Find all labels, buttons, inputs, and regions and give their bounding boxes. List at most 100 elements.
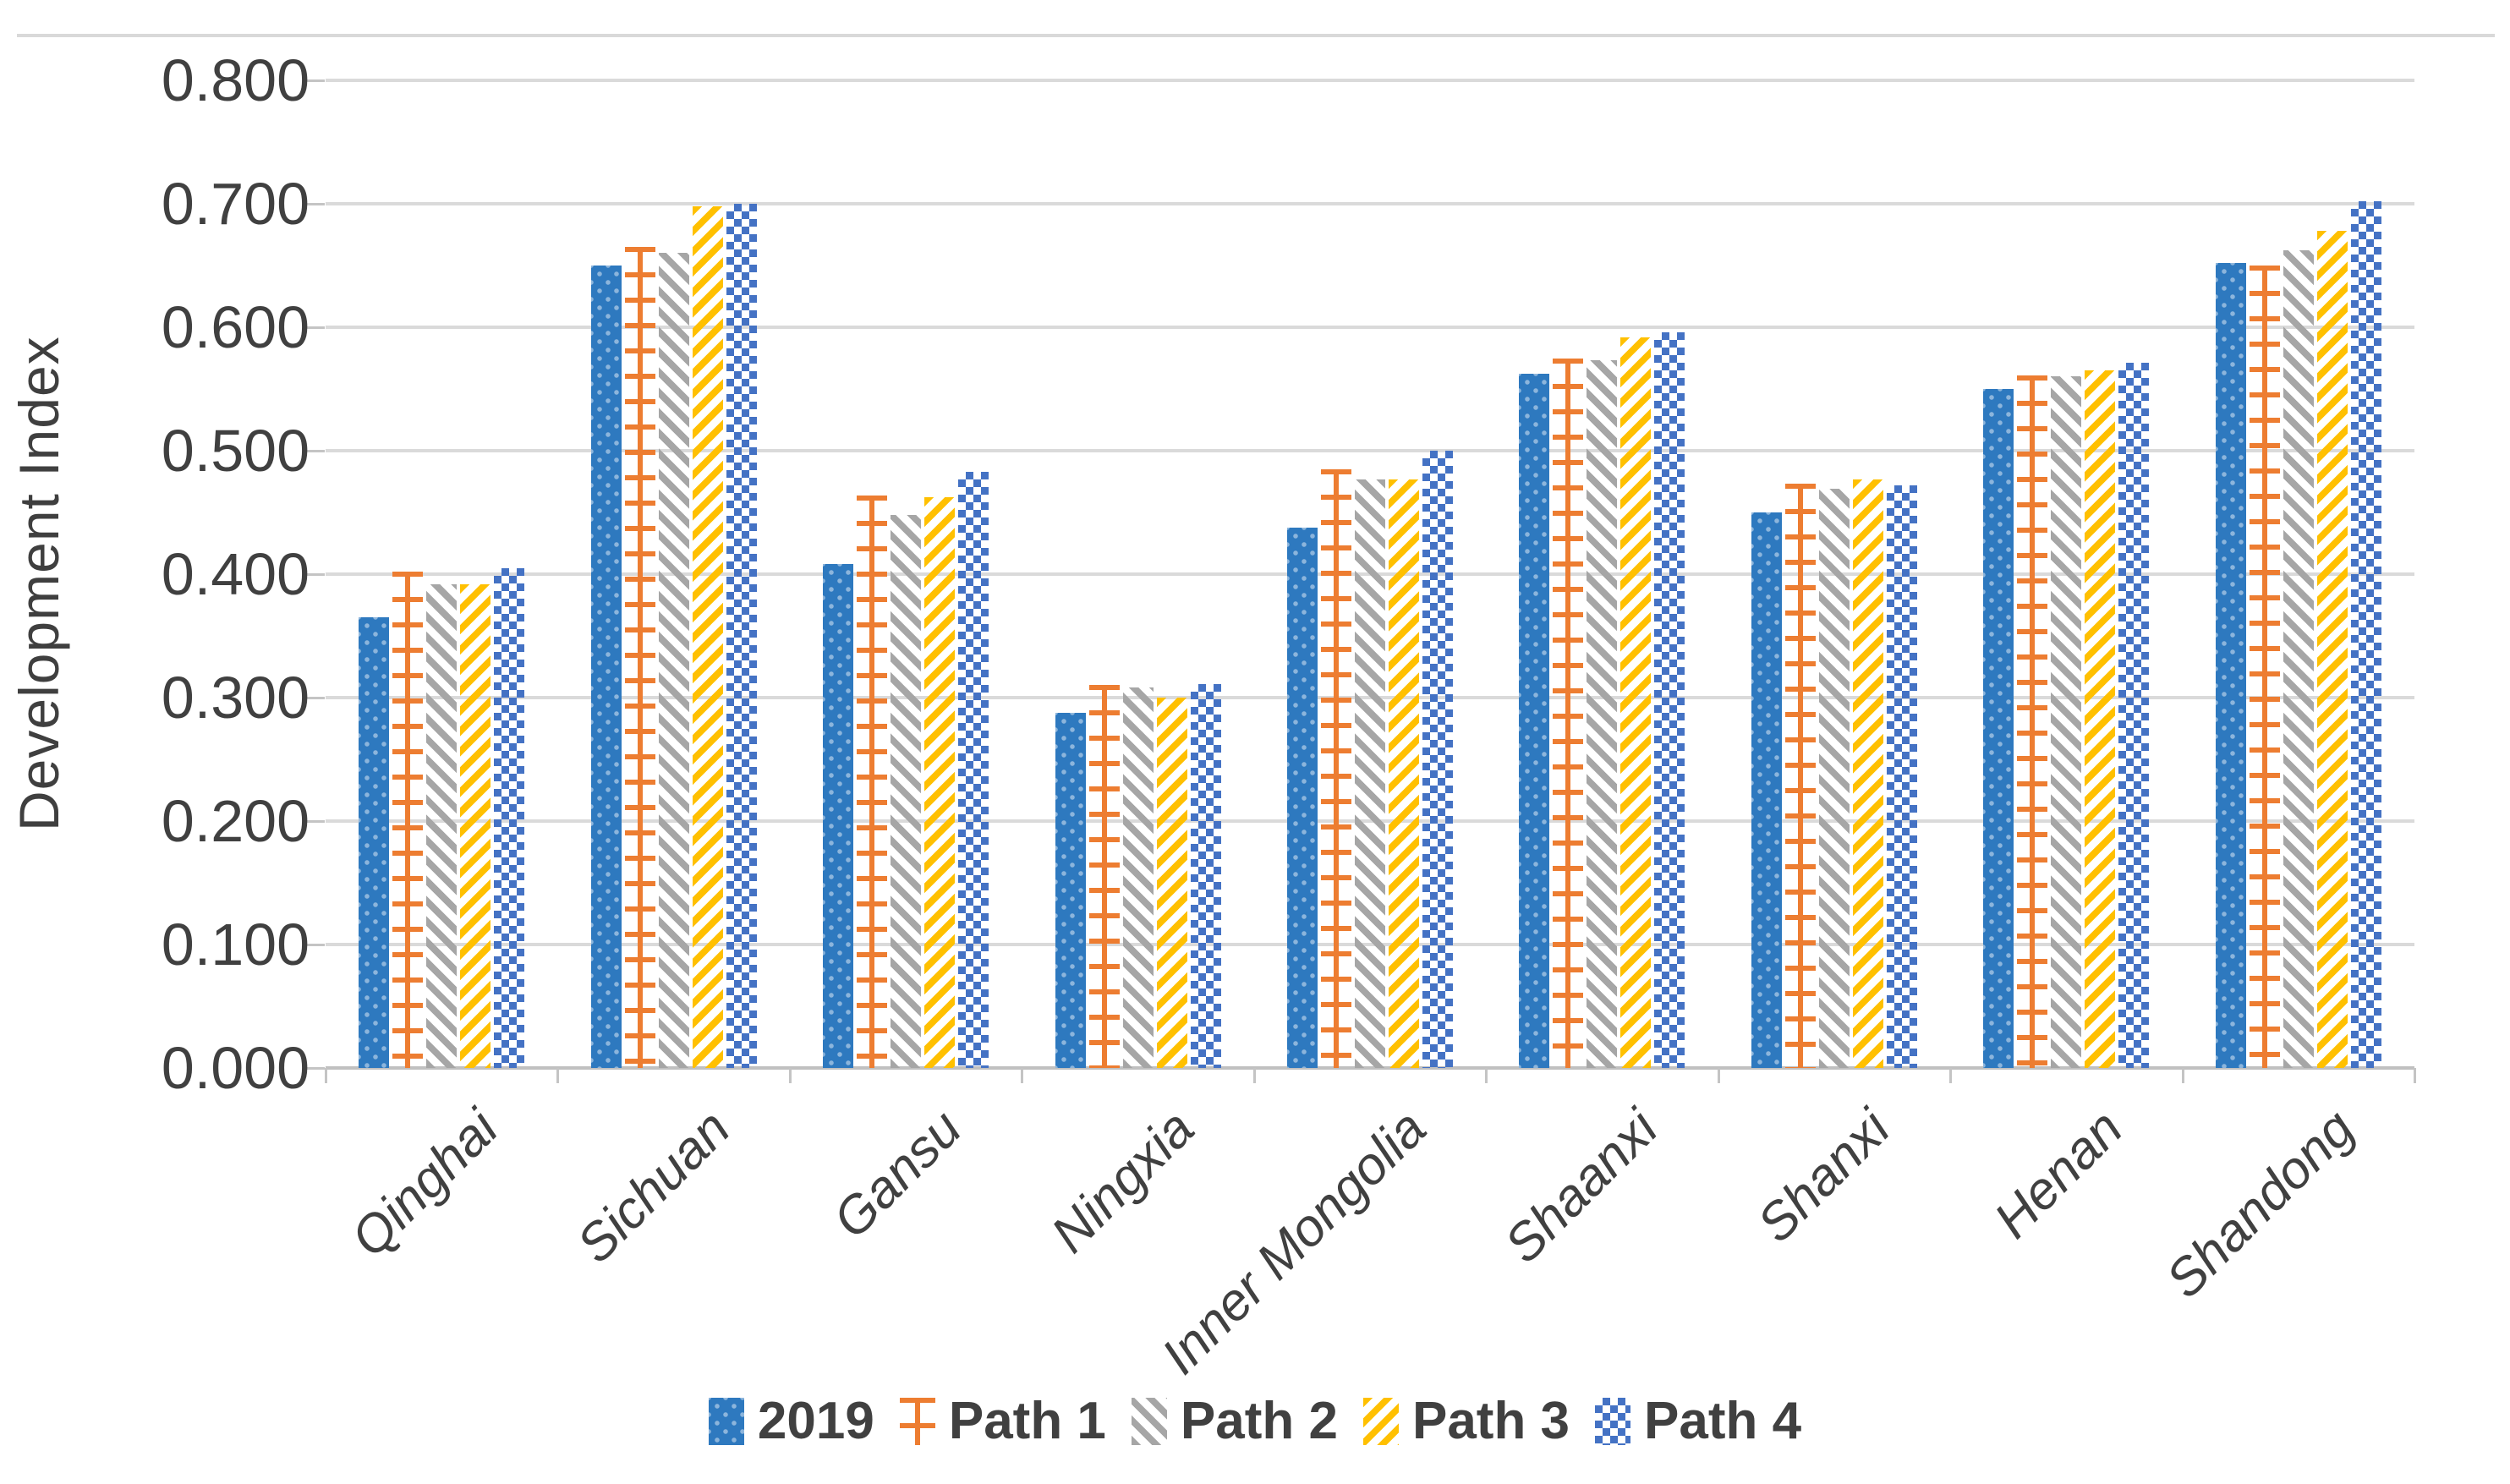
bar-2019-gansu <box>823 564 853 1068</box>
legend-item-path-1: Path 1 <box>899 1391 1106 1451</box>
x-tick-mark <box>789 1068 792 1083</box>
bar-path-2-inner-mongolia <box>1355 479 1385 1068</box>
bar-path-3-gansu <box>924 497 955 1068</box>
y-tick-mark <box>304 1067 325 1070</box>
legend-label: Path 3 <box>1411 1392 1570 1450</box>
bar-2019-shanxi <box>1751 512 1782 1068</box>
bar-path-2-ningxia <box>1123 687 1154 1068</box>
y-tick-label: 0.400 <box>161 541 310 607</box>
legend-label: Path 2 <box>1180 1392 1338 1450</box>
y-tick-mark <box>304 697 325 699</box>
y-tick-label: 0.700 <box>161 171 310 237</box>
x-tick-mark <box>2414 1068 2416 1083</box>
y-tick-mark <box>304 944 325 946</box>
legend-item-path-3: Path 3 <box>1362 1391 1570 1451</box>
bar-path-4-ningxia <box>1191 684 1221 1068</box>
y-tick-label: 0.800 <box>161 47 310 113</box>
bar-path-2-shanxi <box>1819 489 1850 1068</box>
x-tick-mark <box>1021 1068 1023 1083</box>
y-tick-label: 0.500 <box>161 418 310 484</box>
x-category-label: Shaanxi <box>1493 1098 1669 1274</box>
x-axis-line <box>326 1066 2414 1070</box>
gridline-0.800 <box>326 79 2414 82</box>
x-tick-mark <box>325 1068 327 1083</box>
x-category-label: Qinghai <box>339 1098 509 1268</box>
bar-path-1-shanxi <box>1785 484 1816 1068</box>
x-category-label: Sichuan <box>565 1098 742 1274</box>
bar-path-2-shaanxi <box>1587 360 1617 1068</box>
bar-2019-henan <box>1983 389 2014 1068</box>
chart-top-border <box>17 34 2495 37</box>
bar-path-3-shaanxi <box>1620 337 1651 1068</box>
bar-path-2-qinghai <box>426 584 457 1068</box>
legend-item-path-4: Path 4 <box>1595 1391 1801 1451</box>
legend-item-2019: 2019 <box>708 1391 874 1451</box>
legend-label: Path 1 <box>948 1392 1106 1450</box>
bar-2019-sichuan <box>591 266 622 1068</box>
bar-path-3-sichuan <box>693 206 723 1068</box>
bar-path-1-qinghai <box>392 572 423 1068</box>
bar-path-4-shandong <box>2351 201 2381 1068</box>
bar-path-1-gansu <box>857 496 887 1068</box>
bar-path-1-sichuan <box>625 247 655 1068</box>
bar-path-2-gansu <box>891 515 921 1068</box>
bar-path-4-shaanxi <box>1654 332 1685 1068</box>
y-tick-mark <box>304 573 325 576</box>
y-tick-mark <box>304 203 325 205</box>
legend-swatch-icon <box>1131 1397 1167 1445</box>
y-tick-label: 0.200 <box>161 788 310 854</box>
bar-path-4-sichuan <box>726 204 757 1068</box>
x-tick-mark <box>1485 1068 1488 1083</box>
bar-path-4-gansu <box>958 472 989 1068</box>
gridline-0.500 <box>326 449 2414 452</box>
x-tick-mark <box>556 1068 559 1083</box>
y-tick-mark <box>304 450 325 452</box>
y-tick-mark <box>304 79 325 82</box>
y-tick-mark <box>304 820 325 823</box>
legend-label: Path 4 <box>1644 1392 1802 1450</box>
bar-path-1-shaanxi <box>1553 359 1583 1068</box>
bar-2019-ningxia <box>1055 713 1086 1068</box>
y-tick-mark <box>304 326 325 329</box>
bar-path-1-ningxia <box>1089 685 1120 1068</box>
x-category-label: Henan <box>1982 1098 2134 1250</box>
x-category-label: Shanxi <box>1746 1098 1902 1254</box>
bar-path-4-qinghai <box>494 568 524 1068</box>
bar-path-3-henan <box>2085 370 2115 1068</box>
legend-item-path-2: Path 2 <box>1131 1391 1338 1451</box>
bar-path-2-henan <box>2051 376 2081 1068</box>
x-category-label: Shandong <box>2155 1098 2366 1310</box>
y-tick-label: 0.100 <box>161 912 310 977</box>
x-tick-mark <box>1718 1068 1720 1083</box>
y-tick-label: 0.000 <box>161 1035 310 1101</box>
legend-label: 2019 <box>757 1392 874 1450</box>
bar-path-3-qinghai <box>460 584 490 1068</box>
gridline-0.600 <box>326 326 2414 329</box>
bar-2019-inner-mongolia <box>1287 528 1318 1068</box>
bar-path-4-shanxi <box>1887 485 1917 1068</box>
legend-swatch-icon <box>708 1397 744 1445</box>
gridline-0.700 <box>326 202 2414 205</box>
bar-path-1-shandong <box>2250 266 2280 1068</box>
y-tick-label: 0.300 <box>161 665 310 731</box>
x-tick-mark <box>1253 1068 1256 1083</box>
bar-2019-shandong <box>2216 263 2246 1068</box>
legend-swatch-icon <box>1362 1397 1399 1445</box>
legend-swatch-icon <box>1595 1397 1631 1445</box>
legend-swatch-icon <box>899 1397 935 1445</box>
bar-path-2-sichuan <box>659 253 689 1068</box>
y-axis-title: Development Index <box>8 336 70 831</box>
legend: 2019 Path 1 Path 2 Path 3 Path 4 <box>0 1391 2510 1451</box>
bar-2019-shaanxi <box>1519 374 1549 1068</box>
x-category-label: Gansu <box>822 1098 973 1250</box>
bar-path-3-shanxi <box>1853 479 1883 1068</box>
bar-path-3-ningxia <box>1157 698 1187 1068</box>
y-tick-label: 0.600 <box>161 294 310 360</box>
x-tick-mark <box>2182 1068 2184 1083</box>
bar-path-4-inner-mongolia <box>1422 451 1453 1068</box>
x-tick-mark <box>1949 1068 1952 1083</box>
bar-path-1-henan <box>2017 375 2047 1068</box>
bar-path-3-inner-mongolia <box>1389 479 1419 1068</box>
bar-path-4-henan <box>2118 363 2149 1068</box>
